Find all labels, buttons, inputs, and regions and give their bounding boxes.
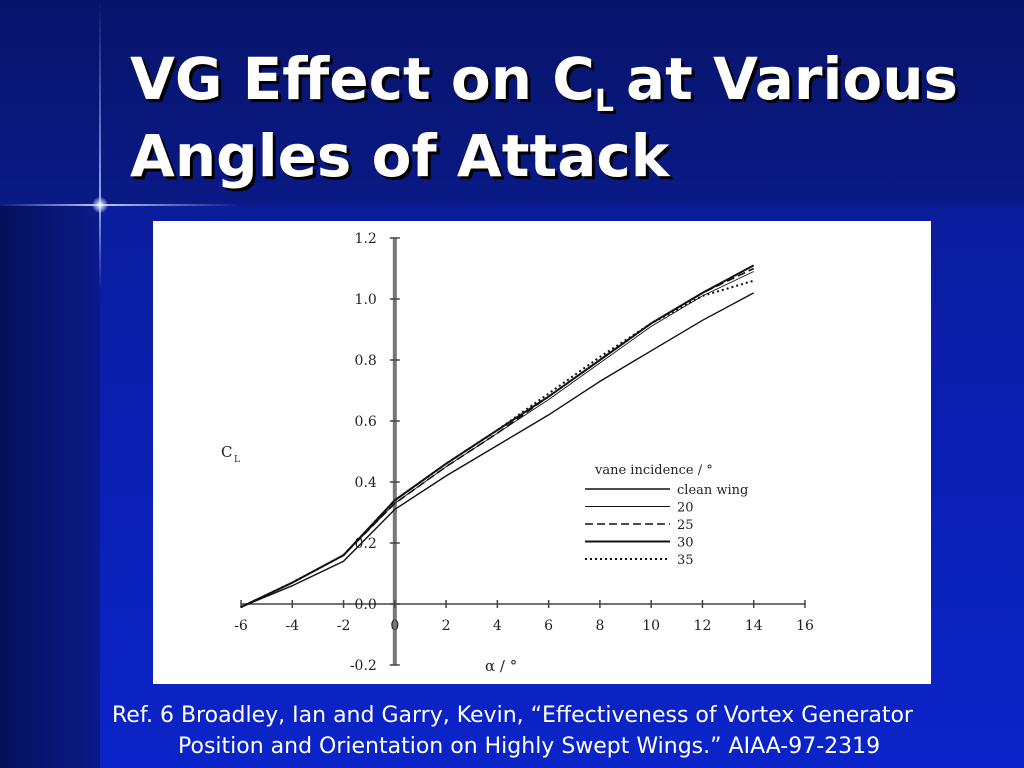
x-tick-label: -4 [285, 618, 299, 634]
title-band [0, 0, 1024, 206]
left-decor-strip [0, 206, 100, 768]
y-tick-label: 0.6 [355, 414, 377, 430]
sparkle-icon [92, 197, 108, 213]
y-axis-label: C [221, 443, 232, 461]
legend-entry-4: 35 [677, 553, 694, 568]
x-tick-label: 2 [442, 618, 451, 634]
y-tick-label: 0.4 [355, 475, 377, 491]
x-tick-label: -2 [337, 618, 351, 634]
x-tick-label: -6 [234, 618, 248, 634]
slide-title: VG Effect on CL at Various Angles of Atta… [130, 46, 1010, 189]
title-line-1: VG Effect on CL at Various [130, 46, 1010, 123]
series-line-4 [240, 279, 754, 609]
x-axis-label: α / ° [485, 657, 517, 675]
x-tick-label: 6 [544, 618, 553, 634]
decor-horizontal-line [0, 204, 240, 206]
title-line-2: Angles of Attack [130, 122, 670, 190]
x-tick-label: 16 [796, 618, 814, 634]
legend-title: vane incidence / ° [594, 463, 713, 478]
x-tick-label: 4 [493, 618, 502, 634]
reference-citation: Ref. 6 Broadley, Ian and Garry, Kevin, “… [112, 700, 992, 762]
citation-line-1: Ref. 6 Broadley, Ian and Garry, Kevin, “… [112, 703, 913, 728]
x-tick-label: 8 [595, 618, 604, 634]
title-text-main: VG Effect on C [130, 45, 595, 113]
y-tick-label: 1.0 [355, 292, 377, 308]
title-subscript: L [594, 84, 614, 119]
x-tick-label: 10 [642, 618, 660, 634]
y-tick-label: 0.0 [355, 597, 377, 613]
legend-entry-1: 20 [677, 501, 694, 516]
x-tick-label: 0 [390, 618, 399, 634]
title-text-rest: at Various [625, 45, 959, 113]
x-tick-label: 14 [745, 618, 763, 634]
chart-figure: -6 -4 -2 0 2 4 6 8 10 12 14 16 1.2 1.0 0.8 0.6 0.4 0.2 0.0… [153, 221, 931, 684]
series-line-0 [240, 292, 755, 608]
y-tick-label: 0.2 [355, 536, 377, 552]
y-tick-label: 1.2 [355, 231, 377, 247]
citation-line-2: Position and Orientation on Highly Swept… [178, 734, 881, 759]
cl-alpha-chart: -6 -4 -2 0 2 4 6 8 10 12 14 16 1.2 1.0 0.8 0.6 0.4 0.2 0.0… [221, 231, 814, 675]
decor-vertical-line [99, 0, 101, 290]
y-axis-label-subscript: L [234, 455, 240, 465]
legend-entry-0: clean wing [677, 483, 748, 498]
y-tick-label: 0.8 [355, 353, 377, 369]
legend-entry-3: 30 [677, 536, 694, 551]
y-tick-label: -0.2 [350, 658, 377, 674]
x-tick-label: 12 [694, 618, 712, 634]
legend-entry-2: 25 [677, 518, 694, 533]
